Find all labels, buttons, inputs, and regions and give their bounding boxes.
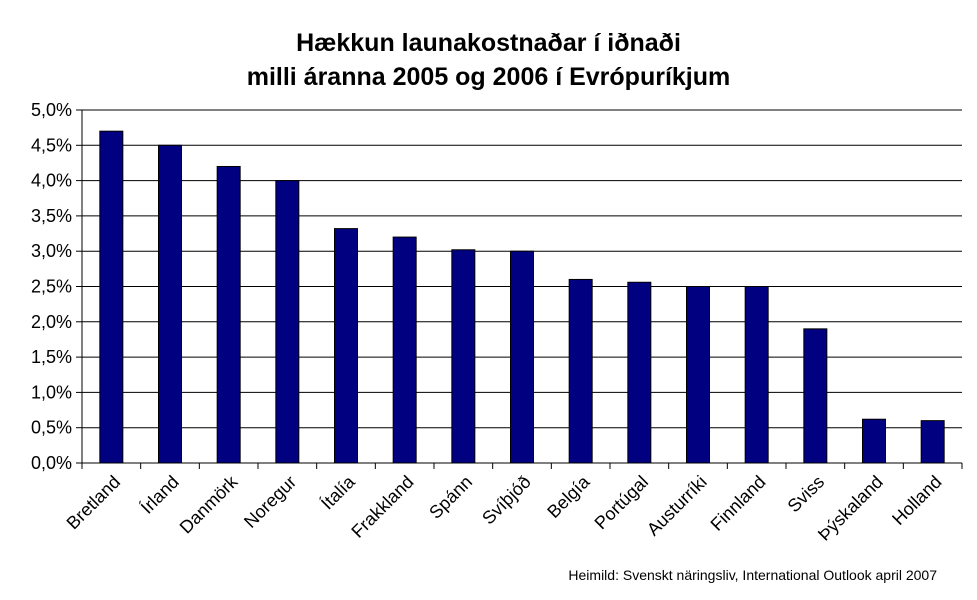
x-tick-label: Bretland (63, 472, 125, 534)
chart-title-line-2: milli áranna 2005 og 2006 í Evrópuríkjum (246, 63, 731, 91)
bar (568, 278, 593, 464)
bar (392, 236, 417, 464)
x-tick-label: Svíþjóð (478, 472, 535, 529)
axes (76, 109, 963, 469)
bar (451, 249, 476, 464)
x-tick-label: Belgía (543, 471, 594, 522)
bar (686, 286, 710, 464)
bar (862, 418, 886, 464)
y-tick-label: 1,0% (31, 382, 72, 402)
bar (216, 165, 241, 464)
y-tick-label: 4,5% (31, 135, 72, 155)
x-tick-label: Holland (888, 472, 945, 529)
y-tick-label: 4,0% (31, 171, 72, 191)
chart-title: Hækkun launakostnaðar í iðnaði milli ára… (0, 26, 977, 94)
y-tick-label: 3,0% (31, 241, 72, 261)
bar (920, 420, 945, 464)
y-tick-labels: 0,0% 0,5% 1,0% 1,5% 2,0% 2,5% 3,0% 3,5% 4,0% 4,5%… (31, 100, 72, 473)
bar (510, 250, 534, 464)
x-tick-label: Spánn (425, 472, 476, 523)
y-tick-label: 3,5% (31, 206, 72, 226)
y-tick-label: 5,0% (31, 100, 72, 120)
source-note: Heimild: Svenskt näringsliv, Internation… (568, 567, 937, 583)
y-tick-label: 2,5% (31, 277, 72, 297)
bar (334, 228, 358, 464)
chart-title-line-1: Hækkun launakostnaðar í iðnaði (296, 29, 681, 57)
bar (158, 144, 182, 464)
x-tick-label: Danmörk (176, 471, 242, 537)
y-tick-label: 2,0% (31, 312, 72, 332)
bars (99, 130, 945, 464)
y-tick-label: 1,5% (31, 347, 72, 367)
y-tick-label: 0,5% (31, 418, 72, 438)
y-tick-label: 0,0% (31, 453, 72, 473)
x-tick-label: Portúgal (591, 472, 653, 534)
x-tick-label: Ítalía (317, 471, 359, 513)
bar (803, 328, 828, 464)
bar (99, 130, 124, 464)
x-tick-label: Sviss (784, 472, 829, 517)
bar (627, 281, 652, 464)
x-tick-label: Írland (137, 472, 183, 518)
x-tick-label: Finnland (707, 472, 770, 535)
bar (275, 180, 300, 464)
x-tick-label: Frakkland (347, 472, 417, 542)
bar (744, 286, 769, 464)
x-tick-label: Austurríki (643, 472, 711, 540)
x-tick-label: Noregur (240, 472, 300, 532)
